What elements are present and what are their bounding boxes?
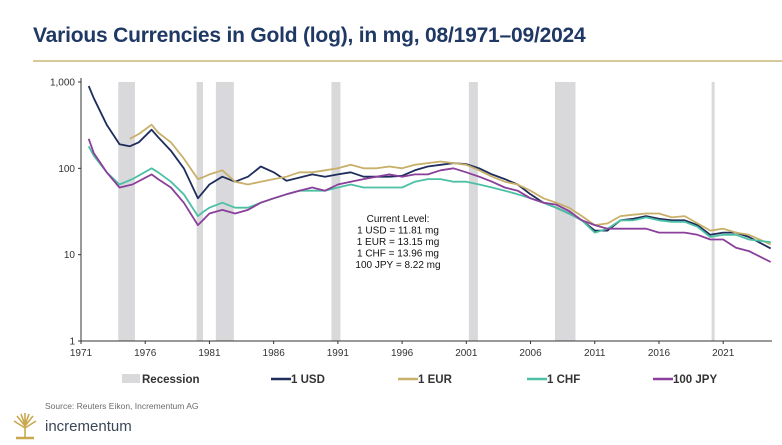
brand-name: incrementum [45, 418, 132, 435]
x-tick-label: 1971 [70, 348, 93, 359]
recession-band [711, 82, 715, 341]
x-tick-label: 2016 [648, 348, 671, 359]
legend-label: 1 CHF [547, 374, 580, 386]
x-tick-label: 2021 [712, 348, 735, 359]
series-line-100-jpy [87, 138, 772, 263]
title-divider [33, 60, 782, 62]
recession-band [118, 82, 135, 341]
incrementum-logo-icon [13, 413, 37, 440]
source-note: Source: Reuters Eikon, Incrementum AG [45, 401, 199, 411]
current-level-annotation: 1 USD = 11.81 mg [357, 226, 439, 237]
chart-title: Various Currencies in Gold (log), in mg,… [33, 24, 586, 47]
current-level-annotation: 1 CHF = 13.96 mg [357, 249, 439, 260]
current-level-annotation: 1 EUR = 13.15 mg [357, 237, 440, 248]
recession-band [468, 82, 478, 341]
current-level-annotation: 100 JPY = 8.22 mg [355, 260, 440, 271]
legend-label: 1 EUR [418, 374, 453, 386]
series-line-1-usd [87, 85, 772, 250]
legend-recession-swatch [122, 374, 140, 383]
recession-band [196, 82, 204, 341]
x-tick-label: 1976 [134, 348, 157, 359]
x-tick-label: 1996 [391, 348, 414, 359]
y-tick-label: 100 [58, 164, 75, 175]
series-line-1-eur [129, 123, 772, 246]
recession-band [331, 82, 341, 341]
legend-label: 1 USD [291, 374, 325, 386]
x-tick-label: 1986 [263, 348, 286, 359]
current-level-annotation: Current Level: [367, 214, 430, 225]
legend-label: 100 JPY [673, 374, 717, 386]
y-tick-label: 1 [69, 337, 75, 348]
x-tick-label: 1991 [327, 348, 350, 359]
x-tick-label: 1981 [198, 348, 221, 359]
x-tick-label: 2001 [455, 348, 478, 359]
y-tick-label: 10 [64, 250, 76, 261]
legend-recession-label: Recession [142, 374, 200, 386]
series-line-1-chf [87, 145, 771, 244]
x-tick-label: 2006 [519, 348, 542, 359]
chart-canvas: 1 10 100 1,000 1971 1976 1981 1986 1991 1996 2001 2… [50, 78, 772, 386]
y-tick-label: 1,000 [50, 78, 75, 89]
x-tick-label: 2011 [584, 348, 606, 359]
